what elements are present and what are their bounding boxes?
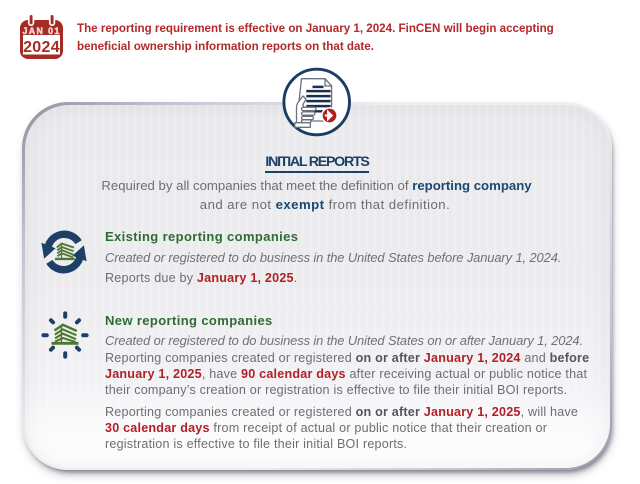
svg-text:2024: 2024 (23, 39, 60, 56)
svg-text:JAN 01: JAN 01 (22, 26, 60, 36)
